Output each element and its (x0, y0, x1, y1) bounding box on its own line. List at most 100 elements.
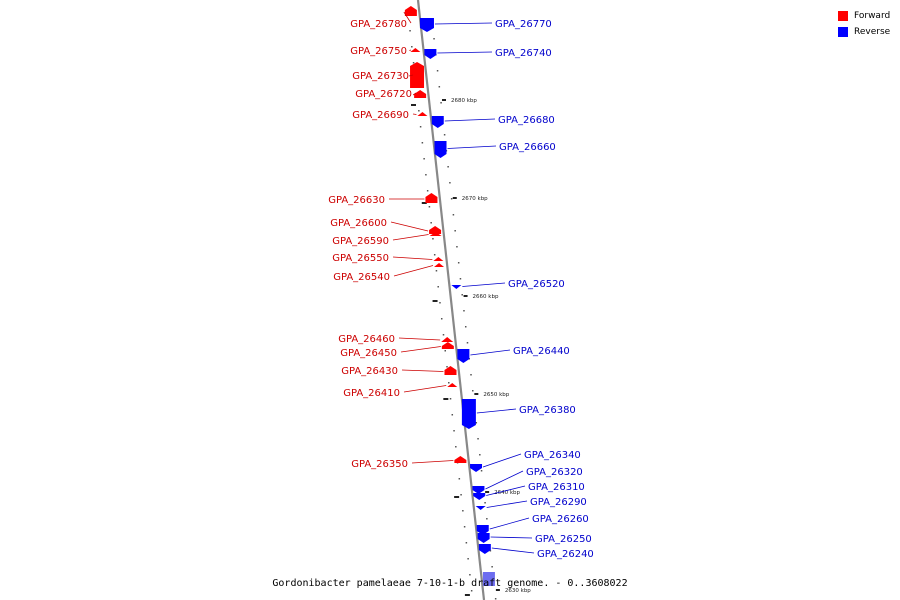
reverse-gene-label[interactable]: GPA_26340 (524, 450, 581, 461)
forward-leader-line (393, 265, 434, 277)
forward-gene-label[interactable]: GPA_26690 (352, 110, 409, 121)
track-dot (489, 550, 492, 552)
forward-gene-feature[interactable] (454, 456, 467, 463)
genome-caption: Gordonibacter pamelaeae 7-10-1-b draft g… (272, 578, 628, 589)
forward-gene-feature[interactable] (429, 226, 442, 234)
tick-mark (474, 393, 479, 395)
reverse-gene-label[interactable]: GPA_26380 (519, 405, 576, 416)
forward-leader-line (392, 234, 429, 241)
reverse-gene-label[interactable]: GPA_26290 (530, 497, 587, 508)
legend: Forward Reverse (838, 8, 898, 40)
track-dot (475, 422, 478, 424)
forward-gene-feature[interactable] (429, 232, 442, 236)
tick-mark (442, 99, 446, 101)
track-dot (463, 310, 465, 312)
forward-leader-line (408, 74, 414, 77)
reverse-gene-feature[interactable] (477, 533, 490, 543)
reverse-gene-feature[interactable] (424, 49, 437, 59)
forward-gene-feature[interactable] (414, 90, 427, 98)
forward-gene-feature[interactable] (447, 383, 458, 387)
track-dot (452, 214, 455, 216)
reverse-gene-feature[interactable] (461, 399, 476, 429)
forward-gene-label[interactable]: GPA_26720 (355, 89, 412, 100)
reverse-gene-label[interactable]: GPA_26520 (508, 279, 565, 290)
track-dot (435, 270, 438, 272)
forward-gene-feature[interactable] (410, 48, 421, 52)
reverse-gene-feature[interactable] (476, 525, 489, 535)
reverse-gene-label[interactable]: GPA_26250 (535, 534, 592, 545)
forward-gene-label[interactable]: GPA_26460 (338, 334, 395, 345)
track-dot (467, 558, 469, 560)
track-dot (432, 238, 434, 240)
forward-leader-line (398, 337, 441, 341)
forward-gene-label[interactable]: GPA_26350 (351, 459, 408, 470)
reverse-gene-feature[interactable] (478, 544, 491, 554)
tick-mark (452, 197, 457, 199)
forward-gene-label[interactable]: GPA_26450 (340, 348, 397, 359)
track-dot (443, 134, 446, 136)
reverse-leader-line (447, 145, 497, 149)
forward-gene-feature[interactable] (417, 112, 428, 116)
track-dot (428, 206, 431, 208)
forward-gene-feature[interactable] (410, 62, 425, 88)
tick-mark (485, 491, 490, 493)
forward-leader-line (403, 11, 412, 24)
track-dot (480, 470, 483, 472)
forward-gene-label[interactable]: GPA_26410 (343, 388, 400, 399)
forward-gene-feature[interactable] (433, 257, 444, 261)
reverse-gene-label[interactable]: GPA_26770 (495, 19, 552, 30)
forward-gene-label[interactable]: GPA_26630 (328, 195, 385, 206)
forward-gene-feature[interactable] (425, 193, 438, 203)
reverse-gene-feature[interactable] (473, 493, 486, 500)
reverse-gene-feature[interactable] (472, 486, 485, 494)
track-dot (456, 246, 458, 248)
forward-gene-feature[interactable] (444, 366, 457, 375)
reverse-gene-label[interactable]: GPA_26740 (495, 48, 552, 59)
forward-gene-label[interactable]: GPA_26730 (352, 71, 409, 82)
track-dot (459, 278, 462, 280)
track-dot (458, 478, 461, 480)
forward-gene-feature[interactable] (441, 337, 454, 342)
reverse-gene-feature[interactable] (457, 349, 470, 363)
reverse-gene-feature-partial (482, 572, 495, 586)
tick-mark (463, 295, 468, 297)
forward-gene-label[interactable]: GPA_26540 (333, 272, 390, 283)
reverse-gene-feature[interactable] (475, 506, 486, 510)
track-dot (440, 318, 443, 320)
reverse-gene-feature[interactable] (419, 18, 434, 32)
forward-gene-label[interactable]: GPA_26780 (350, 19, 407, 30)
legend-reverse-label: Reverse (854, 27, 891, 37)
reverse-gene-label[interactable]: GPA_26310 (528, 482, 585, 493)
reverse-gene-feature[interactable] (434, 141, 447, 158)
legend-reverse: Reverse (838, 24, 898, 40)
track-dot (418, 110, 420, 112)
tick-label: 2630 kbp (505, 588, 531, 594)
forward-gene-feature[interactable] (404, 6, 417, 16)
reverse-gene-feature[interactable] (451, 285, 462, 289)
forward-gene-label[interactable]: GPA_26550 (332, 253, 389, 264)
forward-gene-feature[interactable] (434, 263, 445, 267)
reverse-gene-label[interactable]: GPA_26440 (513, 346, 570, 357)
reverse-gene-feature[interactable] (431, 116, 444, 128)
forward-gene-feature[interactable] (441, 342, 454, 349)
reverse-leader-line (476, 408, 517, 414)
track-dot (439, 302, 441, 304)
reverse-gene-label[interactable]: GPA_26240 (537, 549, 594, 560)
track-dot (449, 398, 452, 400)
reverse-gene-feature[interactable] (470, 464, 483, 472)
forward-gene-label[interactable]: GPA_26600 (330, 218, 387, 229)
forward-gene-label[interactable]: GPA_26750 (350, 46, 407, 57)
reverse-gene-label[interactable]: GPA_26660 (499, 142, 556, 153)
forward-gene-label[interactable]: GPA_26590 (332, 236, 389, 247)
track-dot (461, 294, 463, 296)
forward-gene-label[interactable]: GPA_26430 (341, 366, 398, 377)
reverse-gene-label[interactable]: GPA_26260 (532, 514, 589, 525)
reverse-leader-line (485, 470, 524, 490)
track-dot (464, 326, 467, 328)
tick-mark (495, 589, 500, 591)
track-dot (426, 190, 429, 192)
reverse-gene-label[interactable]: GPA_26680 (498, 115, 555, 126)
reverse-leader-line (470, 349, 511, 356)
reverse-gene-label[interactable]: GPA_26320 (526, 467, 583, 478)
